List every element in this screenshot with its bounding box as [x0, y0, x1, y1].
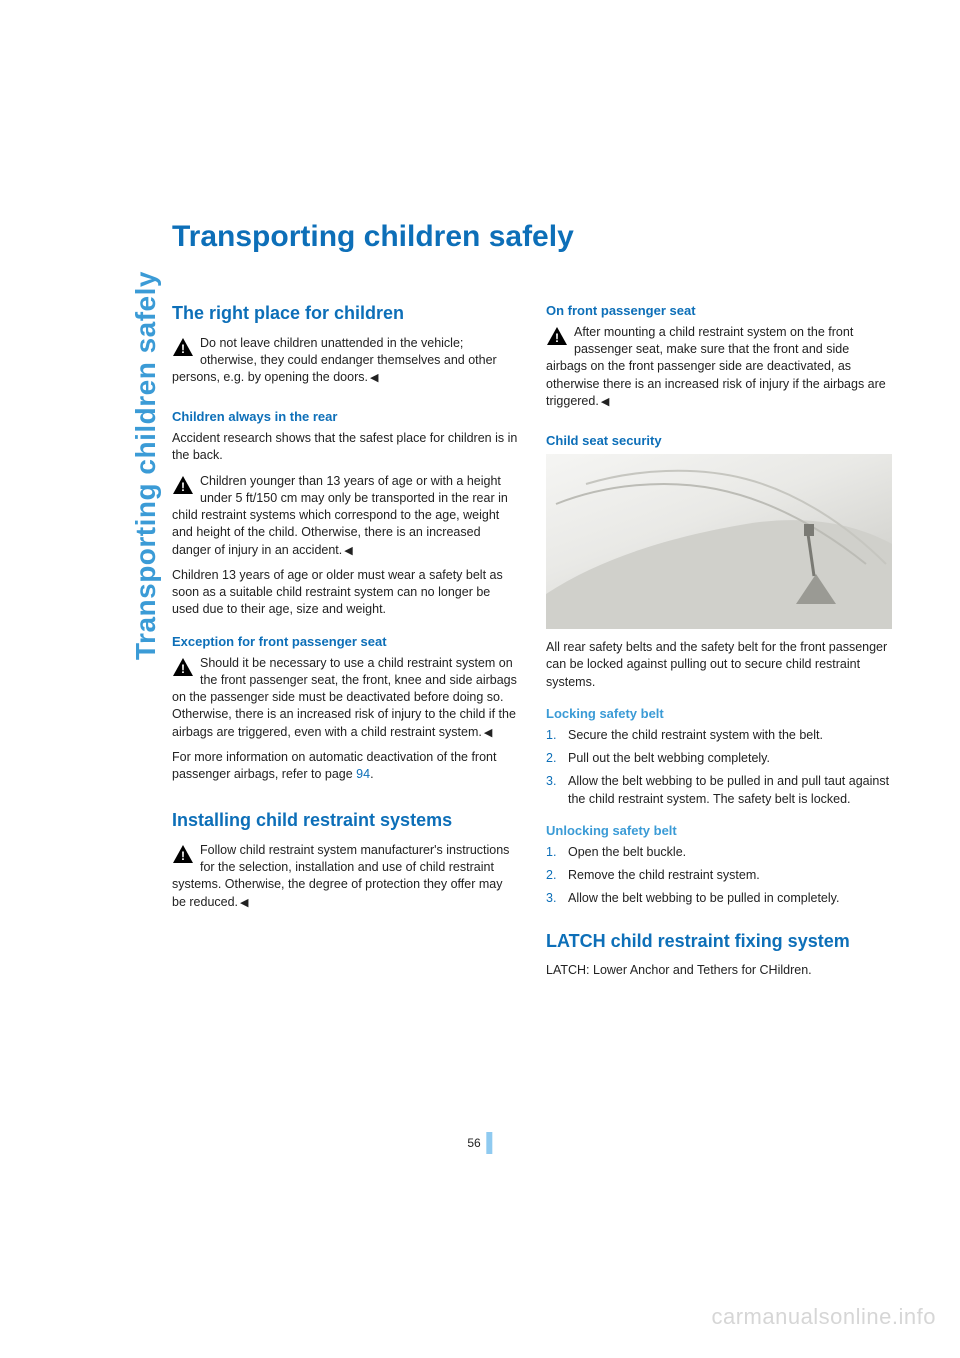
step-number: 1.: [546, 727, 556, 744]
list-item: 3. Allow the belt webbing to be pulled in…: [546, 890, 892, 907]
warning-text: Should it be necessary to use a child re…: [172, 656, 517, 739]
step-number: 3.: [546, 773, 556, 790]
list-item: 1. Secure the child restraint system with…: [546, 727, 892, 744]
body-text: Children 13 years of age or older must w…: [172, 567, 518, 619]
warning-text: After mounting a child restraint system …: [546, 325, 886, 408]
end-mark-icon: ◀: [601, 395, 609, 410]
chapter-title: Transporting children safely: [172, 220, 892, 254]
step-number: 2.: [546, 867, 556, 884]
heading-locking-belt: Locking safety belt: [546, 705, 892, 723]
list-item: 2. Remove the child restraint system.: [546, 867, 892, 884]
locking-steps: 1. Secure the child restraint system with…: [546, 727, 892, 808]
step-text: Allow the belt webbing to be pulled in a…: [568, 774, 889, 805]
warning-after-mounting: ! After mounting a child restraint syste…: [546, 324, 892, 410]
svg-text:!: !: [555, 331, 559, 345]
list-item: 1. Open the belt buckle.: [546, 844, 892, 861]
left-column: The right place for children ! Do not le…: [172, 302, 518, 987]
svg-text:!: !: [181, 342, 185, 356]
step-number: 1.: [546, 844, 556, 861]
step-text: Pull out the belt webbing completely.: [568, 751, 770, 765]
heading-unlocking-belt: Unlocking safety belt: [546, 822, 892, 840]
svg-text:!: !: [181, 849, 185, 863]
content-area: Transporting children safely The right p…: [172, 220, 892, 987]
heading-children-rear: Children always in the rear: [172, 408, 518, 426]
body-text: .: [370, 767, 373, 781]
page-xref[interactable]: 94: [356, 767, 370, 781]
right-column: On front passenger seat ! After mounting…: [546, 302, 892, 987]
step-text: Remove the child restraint system.: [568, 868, 760, 882]
unlocking-steps: 1. Open the belt buckle. 2. Remove the chi…: [546, 844, 892, 908]
step-text: Open the belt buckle.: [568, 845, 686, 859]
body-text: LATCH: Lower Anchor and Tethers for CHil…: [546, 962, 892, 979]
page-number: 56: [467, 1132, 492, 1154]
seat-belt-figure: [546, 454, 892, 629]
heading-latch: LATCH child restraint fixing system: [546, 930, 892, 953]
heading-child-seat-security: Child seat security: [546, 432, 892, 450]
list-item: 2. Pull out the belt webbing completely.: [546, 750, 892, 767]
body-text: For more information on automatic deacti…: [172, 750, 496, 781]
watermark: carmanualsonline.info: [711, 1304, 936, 1330]
warning-icon: !: [172, 657, 194, 677]
list-item: 3. Allow the belt webbing to be pulled in…: [546, 773, 892, 808]
warning-icon: !: [172, 475, 194, 495]
svg-text:!: !: [181, 662, 185, 676]
warning-text: Do not leave children unattended in the …: [172, 336, 497, 385]
end-mark-icon: ◀: [484, 726, 492, 741]
warning-manufacturer: ! Follow child restraint system manufact…: [172, 842, 518, 911]
figure-caption: All rear safety belts and the safety bel…: [546, 639, 892, 691]
end-mark-icon: ◀: [370, 371, 378, 386]
warning-unattended: ! Do not leave children unattended in th…: [172, 335, 518, 387]
page-number-bar-icon: [487, 1132, 493, 1154]
heading-installing: Installing child restraint systems: [172, 809, 518, 832]
step-text: Allow the belt webbing to be pulled in c…: [568, 891, 839, 905]
body-text-xref: For more information on automatic deacti…: [172, 749, 518, 784]
warning-text: Follow child restraint system manufactur…: [172, 843, 509, 909]
step-number: 3.: [546, 890, 556, 907]
warning-front-seat: ! Should it be necessary to use a child …: [172, 655, 518, 741]
heading-right-place: The right place for children: [172, 302, 518, 325]
warning-text: Children younger than 13 years of age or…: [172, 474, 508, 557]
two-column-layout: The right place for children ! Do not le…: [172, 302, 892, 987]
heading-on-front-seat: On front passenger seat: [546, 302, 892, 320]
svg-text:!: !: [181, 480, 185, 494]
warning-icon: !: [172, 337, 194, 357]
page-number-text: 56: [467, 1136, 480, 1150]
end-mark-icon: ◀: [240, 896, 248, 911]
warning-icon: !: [546, 326, 568, 346]
warning-icon: !: [172, 844, 194, 864]
step-number: 2.: [546, 750, 556, 767]
warning-under-13: ! Children younger than 13 years of age …: [172, 473, 518, 559]
body-text: Accident research shows that the safest …: [172, 430, 518, 465]
page: Transporting children safely Transportin…: [0, 0, 960, 1358]
step-text: Secure the child restraint system with t…: [568, 728, 823, 742]
side-running-title: Transporting children safely: [130, 271, 162, 660]
end-mark-icon: ◀: [344, 544, 352, 559]
heading-exception-front: Exception for front passenger seat: [172, 633, 518, 651]
